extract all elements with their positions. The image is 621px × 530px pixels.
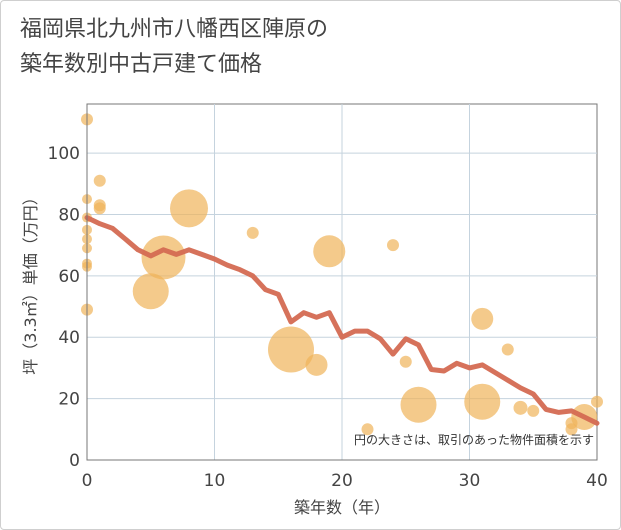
x-tick-label: 10 bbox=[204, 471, 226, 491]
data-point bbox=[313, 235, 346, 268]
data-point bbox=[591, 395, 603, 408]
data-point bbox=[170, 189, 208, 228]
trend-line bbox=[84, 215, 600, 426]
y-tick-label: 20 bbox=[58, 390, 80, 410]
chart-title: 福岡県北九州市八幡西区陣原の 築年数別中古戸建て価格 bbox=[20, 12, 328, 82]
y-tick-label: 100 bbox=[48, 144, 80, 164]
y-tick-label: 60 bbox=[58, 267, 80, 287]
data-point bbox=[305, 353, 328, 376]
data-point bbox=[93, 202, 106, 215]
data-point bbox=[93, 174, 106, 187]
chart-title-line2: 築年数別中古戸建て価格 bbox=[20, 52, 263, 77]
y-axis-title: 坪（3.3㎡）単価（万円） bbox=[21, 189, 40, 374]
x-tick-label: 20 bbox=[331, 471, 353, 491]
data-point bbox=[513, 400, 528, 415]
data-point bbox=[471, 307, 494, 330]
x-tick-label: 30 bbox=[459, 471, 481, 491]
y-tick-label: 80 bbox=[58, 205, 80, 225]
data-point bbox=[501, 343, 514, 356]
x-tick-label: 40 bbox=[586, 471, 608, 491]
data-point bbox=[387, 239, 399, 252]
y-tick-label: 0 bbox=[69, 451, 80, 471]
y-tick-label: 40 bbox=[58, 328, 80, 348]
data-point bbox=[527, 404, 540, 417]
data-point bbox=[141, 235, 186, 280]
data-point bbox=[464, 383, 501, 420]
chart-title-line1: 福岡県北九州市八幡西区陣原の bbox=[20, 17, 329, 42]
data-point bbox=[132, 273, 169, 310]
data-point bbox=[565, 423, 578, 436]
x-axis-title: 築年数（年） bbox=[294, 498, 390, 517]
chart-note: 円の大きさは、取引のあった物件面積を示す bbox=[354, 432, 594, 447]
data-point bbox=[268, 326, 314, 373]
data-point bbox=[246, 226, 259, 239]
data-point bbox=[361, 423, 374, 436]
data-point bbox=[399, 355, 412, 368]
data-point bbox=[400, 386, 437, 423]
x-tick-label: 0 bbox=[82, 471, 93, 491]
